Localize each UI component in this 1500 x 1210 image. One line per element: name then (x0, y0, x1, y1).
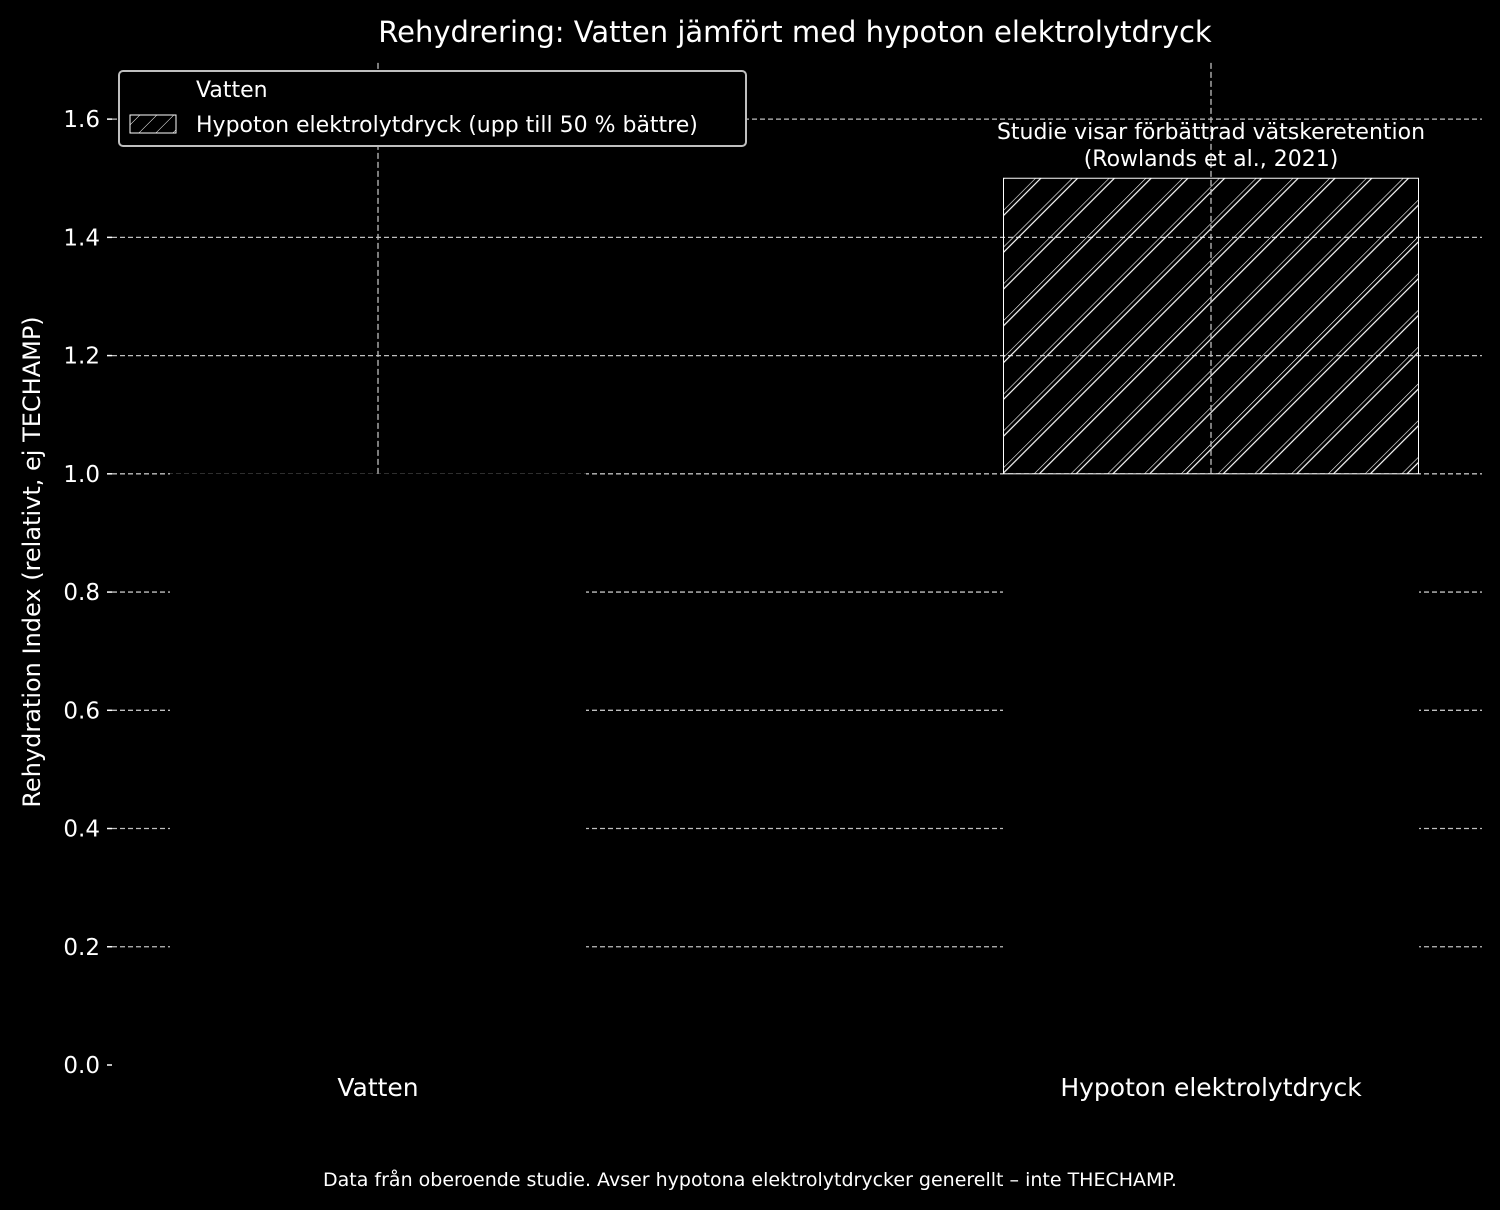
y-axis-label: Rehydration Index (relativt, ej T­ECHAMP… (18, 316, 46, 807)
annotation-line-2: (Rowlands et al., 2021) (1084, 147, 1339, 172)
y-tick-label: 0.0 (63, 1053, 100, 1079)
y-tick-label: 0.2 (63, 935, 100, 961)
bars-layer (170, 177, 1419, 1066)
y-tick-label: 1.6 (63, 107, 100, 133)
annotation-line-1: Studie visar förbättrad vätskeretention (997, 120, 1425, 145)
y-tick-label: 1.0 (63, 462, 100, 488)
bar (170, 473, 586, 1066)
legend-swatch-vatten (130, 81, 176, 99)
y-tick-label: 0.6 (63, 698, 100, 724)
y-tick-label: 0.4 (63, 817, 100, 843)
legend-frame (118, 70, 747, 147)
y-tick-label: 0.8 (63, 580, 100, 606)
axis-layer: 0.0 0.2 0.4 0.6 0.8 1.0 1.2 1.4 1.6 Vatten Hypoton… (63, 107, 1362, 1102)
chart-title: Rehydrering: Vatten jämfört med hypoton … (378, 15, 1212, 49)
legend: Vatten Hypoton elektrolytdryck (upp till… (118, 70, 747, 147)
legend-label-vatten: Vatten (196, 78, 268, 103)
x-tick-label: Vatten (337, 1073, 418, 1102)
footnote: Data från oberoende studie. Avser hypoto… (323, 1168, 1177, 1191)
y-tick-label: 1.4 (63, 225, 100, 251)
legend-label-hypoton: Hypoton elektrolytdryck (upp till 50 % b… (196, 113, 698, 138)
x-tick-label: Hypoton elektrolytdryck (1060, 1073, 1362, 1102)
y-tick-label: 1.2 (63, 344, 100, 370)
legend-swatch-hypoton (129, 114, 177, 134)
annotation: Studie visar förbättrad vätskeretention … (997, 120, 1425, 172)
bar (1003, 473, 1419, 1066)
